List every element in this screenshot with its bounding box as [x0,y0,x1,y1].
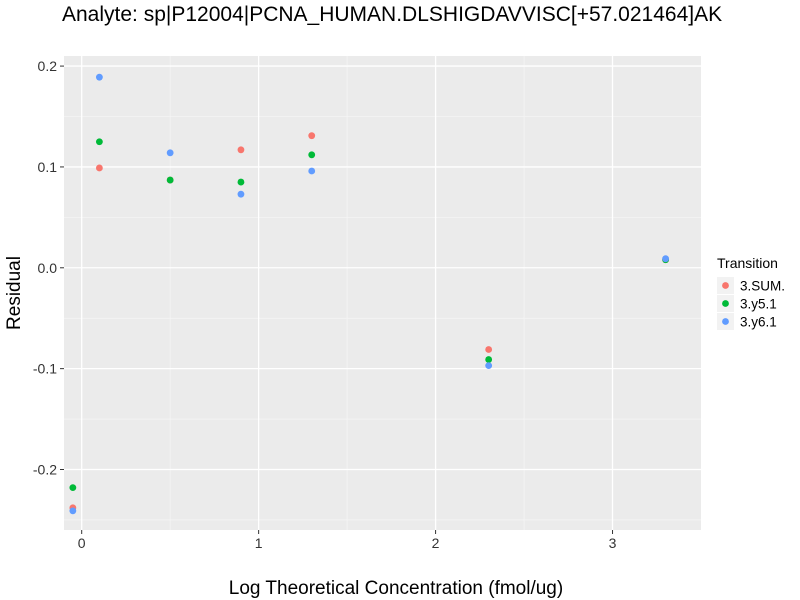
point-3-y6-1 [237,190,245,198]
major-gridlines [64,56,701,530]
y-tick-label: 0.0 [38,260,58,276]
legend-label-3-sum: 3.SUM. [740,279,785,294]
point-3-y6-1 [308,167,316,175]
y-axis-label: Residual [4,256,25,330]
minor-gridlines [64,56,701,530]
point-3-y5-1 [69,484,77,492]
legend-label-3-y5-1: 3.y5.1 [740,297,777,312]
x-tick-label: 3 [609,535,617,551]
legend: Transition 3.SUM. 3.y5.1 3.y6.1 [717,255,785,330]
plot-panel [64,56,701,530]
x-axis-label: Log Theoretical Concentration (fmol/ug) [229,578,563,599]
point-3-y5-1 [166,176,174,184]
point-3-y5-1 [308,151,316,159]
axis-ticks [60,65,614,534]
point-3-y5-1 [237,178,245,186]
x-tick-label: 1 [255,535,263,551]
legend-swatch-3-y6-1 [722,318,729,325]
x-tick-label: 2 [432,535,440,551]
point-3-sum [485,346,493,353]
legend-swatch-3-y5-1 [722,300,729,307]
legend-label-3-y6-1: 3.y6.1 [740,315,777,330]
x-tick-label: 0 [78,535,86,551]
point-3-y6-1 [166,149,174,157]
y-tick-label: -0.1 [33,361,57,377]
legend-title: Transition [717,255,778,271]
point-3-sum [308,132,316,140]
point-3-y6-1 [95,73,103,81]
point-3-y5-1 [485,356,493,363]
y-tick-label: 0.2 [38,58,58,74]
data-points [69,73,670,515]
point-3-y6-1 [485,362,493,370]
point-3-y6-1 [662,255,670,263]
point-3-y5-1 [95,138,103,146]
point-3-sum [95,164,103,172]
y-tick-label: 0.1 [38,159,58,175]
x-tick-labels: 0 1 2 3 [78,535,617,551]
point-3-sum [237,146,245,154]
y-tick-label: -0.2 [33,461,57,477]
y-tick-labels: -0.2 -0.1 0.0 0.1 0.2 [33,58,57,477]
legend-swatch-3-sum [722,282,729,289]
point-3-y6-1 [69,507,77,515]
chart-title: Analyte: sp|P12004|PCNA_HUMAN.DLSHIGDAVV… [62,3,723,26]
